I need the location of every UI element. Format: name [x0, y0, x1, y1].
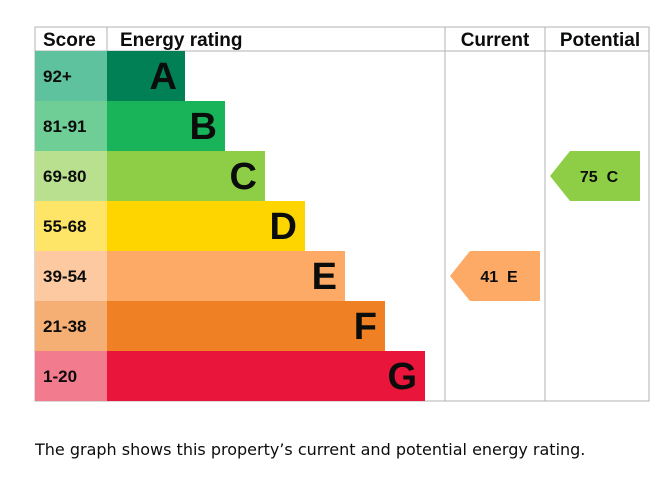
- band-c-score-label: 69-80: [43, 167, 86, 186]
- potential-rating-arrow-label: 75 C: [580, 169, 619, 186]
- current-rating-arrow-label: 41 E: [480, 269, 518, 286]
- band-f-score-label: 21-38: [43, 317, 86, 336]
- band-e-score-label: 39-54: [43, 267, 87, 286]
- band-a: 92+ A: [35, 51, 185, 101]
- band-e-bar: [107, 251, 345, 301]
- potential-rating-arrow-shape: [550, 151, 640, 201]
- band-d-score-label: 55-68: [43, 217, 86, 236]
- band-d-bar: [107, 201, 305, 251]
- band-f-letter: F: [354, 306, 377, 348]
- band-b: 81-91 B: [35, 101, 225, 151]
- rating-column-header: Energy rating: [120, 30, 242, 51]
- band-d-score-cell: [35, 201, 107, 251]
- band-c-bar: [107, 151, 265, 201]
- current-rating-arrow: 41 E: [450, 251, 540, 301]
- band-g-letter: G: [387, 356, 417, 398]
- potential-rating-arrow: 75 C: [550, 151, 640, 201]
- band-d-letter: D: [270, 206, 297, 248]
- score-column-header: Score: [43, 30, 96, 51]
- band-a-bar: [107, 51, 185, 101]
- band-g: 1-20 G: [35, 351, 425, 401]
- chart-caption: The graph shows this property’s current …: [35, 440, 586, 459]
- band-b-score-label: 81-91: [43, 117, 86, 136]
- band-g-score-label: 1-20: [43, 367, 77, 386]
- band-f: 21-38 F: [35, 301, 385, 351]
- band-a-score-label: 92+: [43, 67, 72, 86]
- band-c: 69-80 C: [35, 151, 265, 201]
- current-column-header: Current: [461, 30, 530, 51]
- band-g-score-cell: [35, 351, 107, 401]
- rating-arrows: 41 E 75 C: [450, 151, 640, 301]
- potential-column-header: Potential: [560, 30, 640, 51]
- band-g-bar: [107, 351, 425, 401]
- current-rating-arrow-shape: [450, 251, 540, 301]
- band-d: 55-68 D: [35, 201, 305, 251]
- band-a-score-cell: [35, 51, 107, 101]
- band-b-score-cell: [35, 101, 107, 151]
- band-e: 39-54 E: [35, 251, 345, 301]
- band-e-letter: E: [312, 256, 337, 298]
- band-a-letter: A: [150, 56, 177, 98]
- band-f-bar: [107, 301, 385, 351]
- band-b-letter: B: [190, 106, 217, 148]
- band-c-score-cell: [35, 151, 107, 201]
- epc-chart: Score Energy rating Current Potential 92…: [34, 26, 650, 402]
- band-e-score-cell: [35, 251, 107, 301]
- rating-bands: 92+ A 81-91 B 69-80 C 55-68 D 39-54 E 21-38 F 1-20 G: [35, 51, 425, 401]
- band-b-bar: [107, 101, 225, 151]
- band-f-score-cell: [35, 301, 107, 351]
- band-c-letter: C: [230, 156, 257, 198]
